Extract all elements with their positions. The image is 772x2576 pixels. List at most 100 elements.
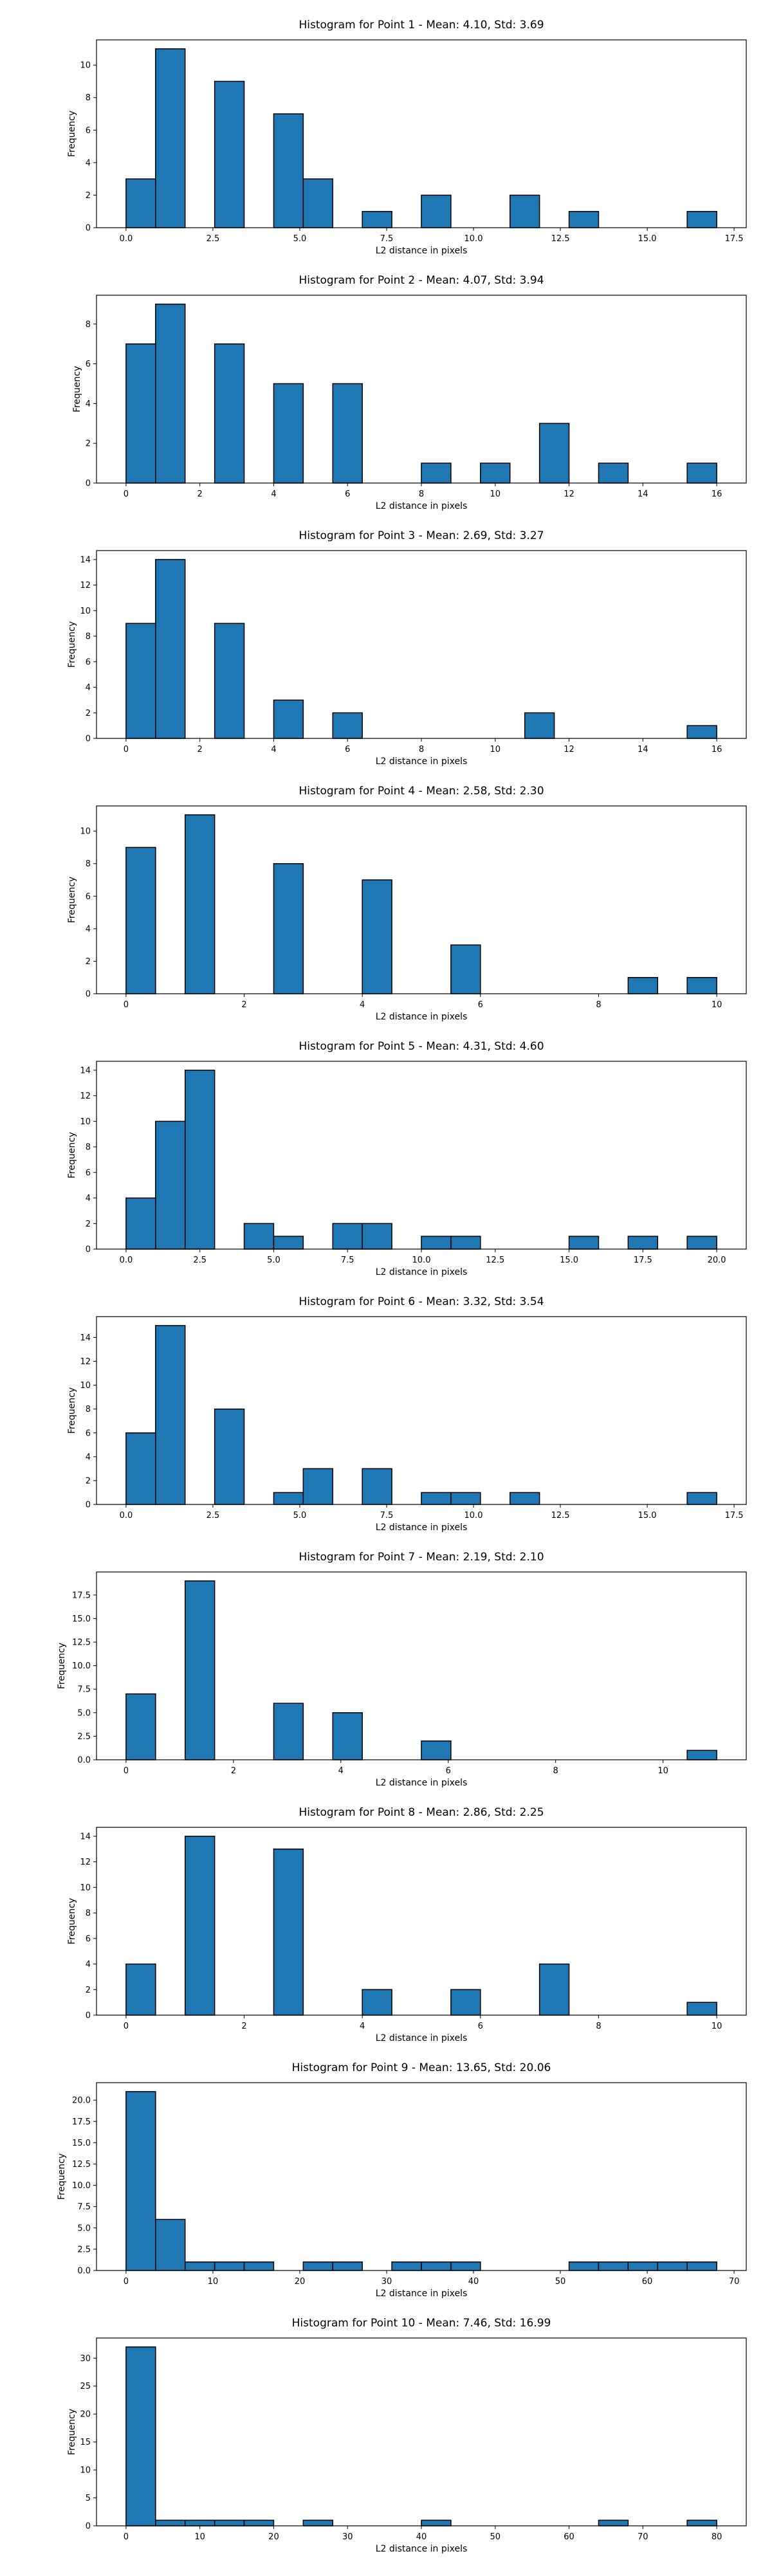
x-tick-label: 16 [712, 745, 722, 754]
x-tick-label: 17.5 [725, 1511, 744, 1521]
x-tick-label: 2 [198, 745, 203, 754]
histogram-bar [332, 383, 363, 484]
histogram-bar [686, 2519, 717, 2526]
histogram-bar [538, 423, 570, 484]
histogram-bar [421, 1740, 452, 1760]
y-tick-label: 6 [86, 1168, 91, 1178]
y-tick-label: 8 [86, 1143, 91, 1153]
histogram-bar [421, 194, 452, 228]
y-axis-label: Frequency [67, 1387, 77, 1434]
histogram-bar [302, 1468, 334, 1505]
histogram-bar [214, 2261, 245, 2271]
x-tick-label: 8 [553, 1766, 558, 1776]
histogram-bar [332, 2261, 363, 2271]
x-tick-label: 80 [712, 2532, 722, 2542]
x-tick-label: 20.0 [708, 1256, 726, 1265]
y-tick-label: 12 [80, 1357, 91, 1367]
histogram-bar [155, 304, 186, 484]
x-tick-label: 50 [555, 2277, 566, 2287]
histogram-bar [686, 725, 717, 739]
y-tick-label: 20.0 [72, 2096, 91, 2106]
x-tick-label: 30 [342, 2532, 353, 2542]
y-tick-label: 0 [86, 224, 91, 233]
y-tick-label: 12.5 [72, 2160, 91, 2170]
x-tick-label: 16 [712, 489, 722, 499]
histogram-bar [184, 2519, 216, 2526]
y-tick-label: 14 [80, 555, 91, 565]
x-tick-label: 70 [638, 2532, 648, 2542]
histogram-bar [155, 48, 186, 228]
chart-title: Histogram for Point 7 - Mean: 2.19, Std:… [299, 1551, 544, 1564]
histogram-bar [155, 1120, 186, 1250]
y-axis-label: Frequency [57, 2153, 67, 2200]
x-tick-label: 12.5 [486, 1256, 504, 1265]
histogram-bar [627, 2261, 659, 2271]
histogram-bar [524, 712, 555, 739]
y-tick-label: 0 [86, 479, 91, 489]
y-tick-label: 12 [80, 1858, 91, 1867]
histogram-bar [273, 863, 304, 994]
histogram-bar [450, 1492, 481, 1505]
histogram-bar [421, 2519, 452, 2526]
y-tick-label: 6 [86, 892, 91, 902]
x-tick-label: 30 [381, 2277, 392, 2287]
x-axis-label: L2 distance in pixels [376, 756, 468, 767]
y-tick-label: 0 [86, 990, 91, 1000]
histogram-bar [627, 976, 659, 994]
x-axis-label: L2 distance in pixels [376, 1012, 468, 1022]
y-tick-label: 20 [80, 2410, 91, 2420]
x-tick-label: 7.5 [341, 1256, 354, 1265]
histogram-panel-7: Histogram for Point 7 - Mean: 2.19, Std:… [57, 1551, 747, 1788]
histogram-panel-8: Histogram for Point 8 - Mean: 2.86, Std:… [67, 1806, 747, 2043]
histogram-bar [598, 2519, 629, 2526]
y-tick-label: 12.5 [72, 1638, 91, 1648]
y-axis-label: Frequency [67, 621, 77, 668]
x-tick-label: 20 [268, 2532, 279, 2542]
y-axis-label: Frequency [67, 877, 77, 923]
x-axis-label: L2 distance in pixels [376, 2288, 468, 2299]
x-tick-label: 5.0 [267, 1256, 280, 1265]
y-tick-label: 2.5 [77, 1732, 91, 1742]
y-axis-label: Frequency [67, 1898, 77, 1944]
y-tick-label: 0.0 [77, 1756, 91, 1766]
x-tick-label: 0 [124, 745, 129, 754]
y-tick-label: 2.5 [77, 2245, 91, 2254]
histogram-bar [362, 879, 392, 994]
histogram-bar [391, 2261, 422, 2271]
y-tick-label: 6 [86, 1934, 91, 1944]
histogram-panel-4: Histogram for Point 4 - Mean: 2.58, Std:… [67, 785, 747, 1022]
histogram-bar [243, 1223, 275, 1250]
y-axis-label: Frequency [67, 111, 77, 157]
x-tick-label: 4 [360, 2022, 365, 2031]
histogram-bar [686, 462, 717, 484]
histogram-bar [273, 383, 304, 484]
histogram-bar [598, 462, 629, 484]
histogram-bar [657, 2261, 688, 2271]
y-tick-label: 5.0 [77, 1708, 91, 1718]
x-tick-label: 6 [345, 745, 350, 754]
x-tick-label: 6 [446, 1766, 451, 1776]
histogram-bar [273, 1236, 304, 1250]
histogram-bar [568, 2261, 600, 2271]
histogram-bar [450, 1236, 481, 1250]
histogram-bar [421, 2261, 452, 2271]
y-tick-label: 7.5 [77, 1685, 91, 1695]
histogram-bar [273, 113, 304, 228]
y-tick-label: 15.0 [72, 1614, 91, 1624]
y-tick-label: 4 [86, 924, 91, 934]
chart-title: Histogram for Point 8 - Mean: 2.86, Std:… [299, 1806, 544, 1819]
y-tick-label: 10 [80, 607, 91, 616]
x-tick-label: 0 [124, 2022, 129, 2031]
histogram-bar [273, 1492, 304, 1505]
x-tick-label: 0.0 [120, 234, 133, 244]
chart-title: Histogram for Point 1 - Mean: 4.10, Std:… [299, 19, 544, 32]
y-tick-label: 4 [86, 683, 91, 693]
histogram-bar [686, 2002, 717, 2016]
chart-title: Histogram for Point 2 - Mean: 4.07, Std:… [299, 274, 544, 287]
x-tick-label: 8 [596, 1000, 601, 1010]
y-tick-label: 10 [80, 1117, 91, 1127]
histogram-bar [480, 462, 511, 484]
histogram-bar [125, 178, 156, 228]
y-tick-label: 2 [86, 191, 91, 201]
